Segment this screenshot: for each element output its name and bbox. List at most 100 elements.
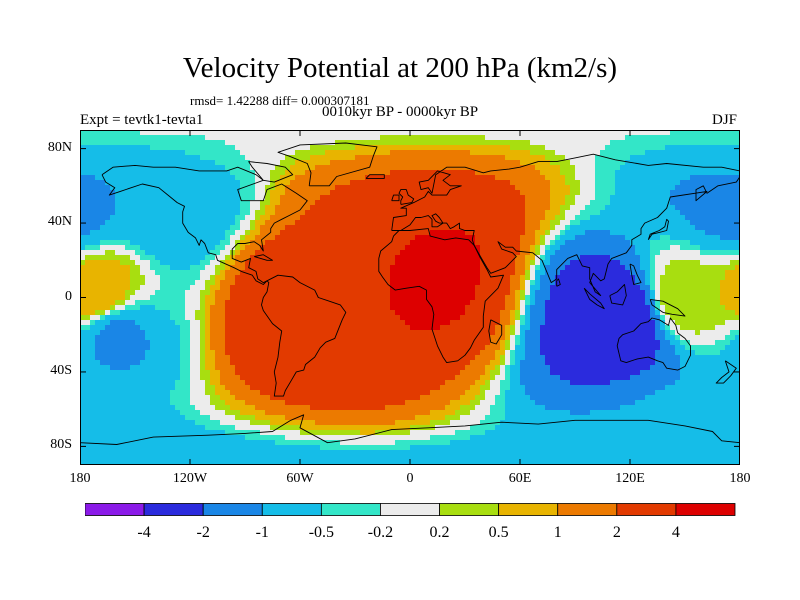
field-cell	[270, 420, 316, 426]
field-cell	[215, 265, 226, 271]
field-cell	[215, 365, 236, 371]
field-cell	[255, 210, 266, 216]
field-cell	[630, 270, 646, 276]
field-cell	[530, 140, 611, 146]
field-cell	[530, 245, 536, 251]
field-cell	[545, 215, 556, 221]
field-cell	[545, 265, 566, 271]
field-cell	[465, 365, 486, 371]
field-cell	[300, 430, 361, 436]
field-cell	[210, 290, 216, 296]
field-cell	[565, 155, 596, 161]
field-cell	[230, 235, 241, 241]
field-cell	[485, 345, 501, 351]
colorbar-swatch	[557, 503, 618, 516]
field-cell	[245, 155, 286, 161]
field-cell	[640, 260, 651, 266]
field-cell	[335, 185, 516, 191]
field-cell	[265, 220, 296, 226]
field-cell	[485, 380, 491, 386]
field-cell	[470, 150, 531, 156]
field-cell	[655, 265, 666, 271]
field-cell	[240, 220, 251, 226]
field-cell	[470, 425, 496, 431]
field-cell	[395, 440, 451, 446]
field-cell	[720, 285, 740, 291]
season-label: DJF	[712, 112, 738, 128]
field-cell	[80, 215, 111, 221]
field-cell	[140, 270, 156, 276]
field-cell	[230, 255, 236, 261]
field-cell	[665, 385, 740, 391]
field-cell	[250, 165, 276, 171]
field-cell	[525, 320, 531, 326]
colorbar-label: 0.2	[430, 524, 450, 541]
field-cell	[200, 325, 206, 331]
field-cell	[670, 330, 676, 336]
field-cell	[100, 330, 146, 336]
field-cell	[80, 320, 91, 326]
field-cell	[675, 350, 696, 356]
field-cell	[200, 305, 206, 311]
field-cell	[625, 235, 661, 241]
field-cell	[265, 210, 276, 216]
coastline	[629, 263, 642, 285]
field-cell	[610, 255, 641, 261]
field-cell	[140, 245, 216, 251]
field-cell	[80, 400, 171, 406]
field-cell	[540, 250, 546, 256]
field-cell	[135, 250, 146, 256]
field-cell	[495, 400, 506, 406]
field-cell	[175, 385, 191, 391]
field-cell	[410, 430, 456, 436]
field-cell	[560, 245, 636, 251]
field-cell	[220, 395, 236, 401]
field-cell	[520, 190, 551, 196]
field-cell	[650, 280, 656, 286]
field-cell	[190, 400, 211, 406]
field-cell	[550, 160, 571, 166]
field-cell	[505, 390, 526, 396]
field-cell	[660, 300, 721, 306]
field-cell	[360, 430, 376, 436]
field-cell	[215, 275, 226, 281]
field-cell	[500, 420, 740, 426]
field-cell	[650, 255, 656, 261]
field-cell	[280, 160, 296, 166]
field-cell	[400, 250, 481, 256]
field-cell	[80, 365, 111, 371]
field-cell	[595, 160, 626, 166]
field-cell	[140, 360, 181, 366]
x-tick-label: 180	[729, 471, 751, 486]
coastline	[715, 360, 737, 384]
field-cell	[200, 300, 206, 306]
field-cell	[150, 345, 181, 351]
field-cell	[550, 230, 561, 236]
field-cell	[80, 260, 86, 266]
field-cell	[660, 285, 721, 291]
field-cell	[540, 325, 656, 331]
field-cell	[210, 375, 221, 381]
field-cell	[255, 185, 266, 191]
field-cell	[220, 285, 231, 291]
field-cell	[245, 230, 251, 236]
field-cell	[140, 325, 181, 331]
field-cell	[470, 410, 491, 416]
field-cell	[515, 345, 526, 351]
field-cell	[550, 185, 571, 191]
field-cell	[250, 225, 256, 231]
field-cell	[80, 265, 131, 271]
field-cell	[205, 425, 236, 431]
field-cell	[530, 325, 541, 331]
field-cell	[295, 175, 366, 181]
field-cell	[80, 390, 171, 396]
field-cell	[235, 365, 466, 371]
field-cell	[495, 330, 506, 336]
field-cell	[515, 305, 521, 311]
field-cell	[120, 310, 171, 316]
field-cell	[480, 400, 496, 406]
field-cell	[180, 370, 191, 376]
field-cell	[80, 435, 246, 441]
field-cell	[170, 400, 191, 406]
field-cell	[690, 240, 740, 246]
